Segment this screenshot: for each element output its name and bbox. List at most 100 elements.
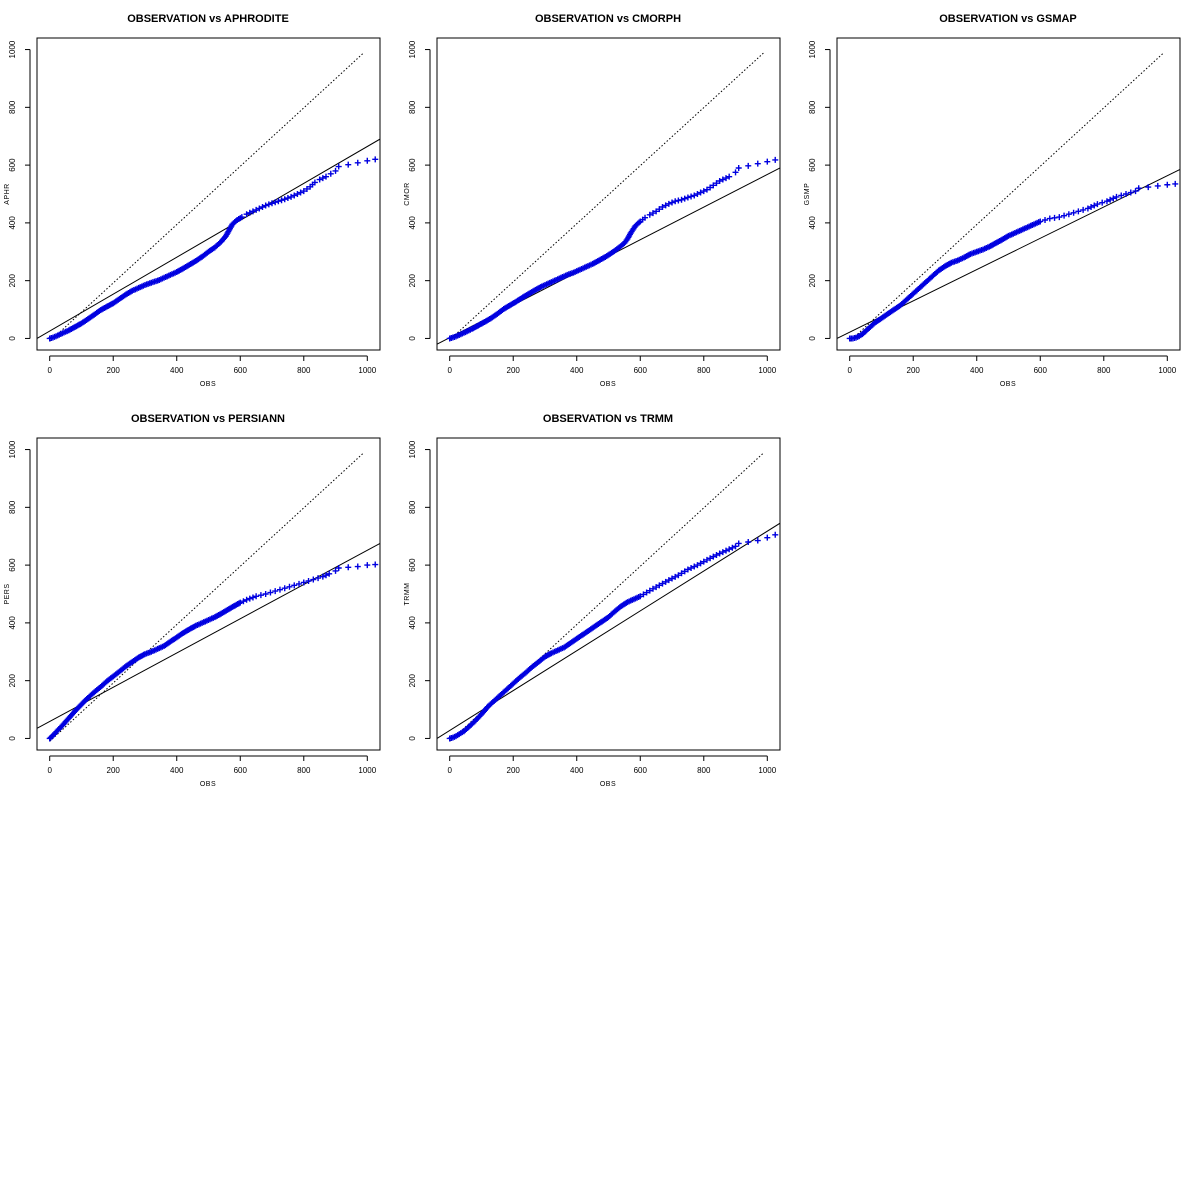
data-point — [326, 570, 333, 577]
data-point — [713, 552, 720, 558]
data-point — [735, 540, 742, 547]
one-to-one-reference-line — [449, 52, 765, 341]
data-point — [707, 184, 714, 191]
y-tick-label: 600 — [8, 558, 17, 572]
data-point — [675, 197, 682, 204]
data-point — [640, 591, 647, 598]
y-tick-label: 600 — [408, 558, 417, 572]
data-point — [332, 567, 339, 574]
data-point — [710, 553, 717, 560]
data-point — [1145, 184, 1152, 191]
y-tick-label: 1000 — [408, 40, 417, 58]
y-tick-label: 600 — [8, 158, 17, 172]
y-axis-label: CMOR — [404, 182, 411, 205]
series-points — [46, 156, 379, 342]
data-point — [335, 163, 342, 170]
x-tick-label: 800 — [697, 766, 711, 775]
x-axis-label: OBS — [600, 381, 616, 388]
data-point — [1103, 198, 1110, 205]
data-point — [253, 593, 260, 600]
data-point — [327, 170, 334, 177]
data-point — [643, 589, 650, 596]
data-point — [291, 192, 298, 199]
data-point — [1084, 205, 1091, 212]
data-point — [240, 598, 247, 605]
data-point — [688, 193, 695, 200]
data-point — [681, 568, 688, 575]
data-point — [735, 165, 742, 171]
data-point — [678, 570, 685, 577]
data-point — [646, 211, 653, 218]
x-tick-label: 800 — [297, 366, 311, 375]
x-tick-label: 200 — [107, 766, 121, 775]
y-tick-label: 200 — [808, 273, 817, 287]
data-point — [262, 591, 269, 597]
data-point — [729, 544, 736, 551]
data-point — [246, 209, 253, 216]
data-point — [332, 167, 339, 174]
data-point — [372, 561, 379, 568]
data-point — [243, 211, 250, 218]
data-point — [286, 583, 293, 590]
plot-panel: OBSERVATION vs TRMM 0 200 400 600 800 1000 0 200… — [404, 413, 781, 788]
one-to-one-reference-line — [49, 52, 365, 342]
plot-frame — [836, 37, 1181, 351]
data-point — [1113, 193, 1120, 200]
data-point — [291, 582, 298, 589]
data-point — [1110, 195, 1117, 202]
data-point — [256, 205, 263, 212]
plot-panel: OBSERVATION vs CMORPH 0 200 400 600 800 1000 0 2… — [404, 13, 781, 388]
data-point — [716, 550, 723, 557]
data-point — [316, 176, 323, 183]
data-point — [694, 562, 701, 569]
data-point — [1065, 211, 1072, 218]
y-tick-label: 600 — [808, 158, 817, 172]
y-tick-label: 800 — [8, 100, 17, 114]
data-point — [296, 580, 303, 587]
data-point — [713, 180, 720, 187]
y-tick-label: 1000 — [8, 440, 17, 458]
data-point — [323, 572, 330, 579]
y-tick-label: 1000 — [408, 440, 417, 458]
data-point — [681, 195, 688, 202]
data-point — [1061, 212, 1068, 219]
data-point — [1107, 196, 1114, 203]
data-point — [669, 575, 676, 582]
plot-frame — [36, 37, 381, 351]
data-point — [272, 199, 279, 206]
y-tick-label: 200 — [8, 273, 17, 287]
x-tick-label: 600 — [1034, 366, 1048, 375]
data-point — [284, 195, 291, 202]
x-tick-label: 1000 — [358, 766, 376, 775]
data-point — [246, 595, 253, 602]
plot-panel: OBSERVATION vs APHRODITE 0 200 400 600 800 100… — [4, 13, 381, 388]
x-tick-label: 200 — [507, 366, 521, 375]
data-point — [637, 593, 644, 600]
x-tick-label: 600 — [634, 766, 648, 775]
data-point — [269, 200, 276, 207]
data-point — [723, 175, 730, 182]
data-point — [745, 162, 752, 169]
x-tick-label: 400 — [970, 366, 984, 375]
data-point — [669, 199, 676, 206]
data-point — [1046, 215, 1053, 222]
y-tick-label: 200 — [8, 673, 17, 687]
y-axis-label: GSMP — [804, 183, 811, 206]
x-axis-label: OBS — [1000, 381, 1016, 388]
data-point — [310, 576, 317, 583]
data-point — [305, 578, 312, 584]
data-point — [288, 193, 295, 200]
data-point — [672, 573, 679, 580]
data-point — [281, 196, 288, 203]
y-tick-label: 0 — [8, 736, 17, 741]
data-point — [665, 200, 672, 207]
data-point — [294, 191, 301, 197]
x-tick-label: 600 — [234, 766, 248, 775]
data-point — [719, 176, 726, 183]
data-point — [1088, 204, 1095, 210]
y-tick-label: 600 — [408, 158, 417, 172]
x-tick-label: 600 — [234, 366, 248, 375]
y-tick-label: 200 — [408, 673, 417, 687]
x-tick-label: 0 — [447, 366, 452, 375]
x-tick-label: 0 — [47, 366, 52, 375]
